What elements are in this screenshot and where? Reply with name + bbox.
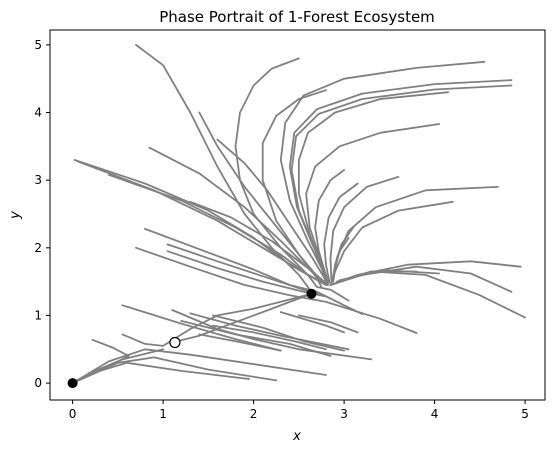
trajectory-line-23 bbox=[329, 265, 513, 293]
trajectory-line-7 bbox=[305, 123, 441, 283]
stable-equilibrium-point-0 bbox=[67, 378, 78, 389]
trajectory-line-45 bbox=[71, 361, 251, 385]
trajectory-line-34 bbox=[171, 309, 373, 361]
x-tick-label: 1 bbox=[159, 407, 167, 421]
x-tick-label: 5 bbox=[521, 407, 529, 421]
trajectory-line-41 bbox=[297, 314, 359, 334]
chart-title: Phase Portrait of 1-Forest Ecosystem bbox=[159, 8, 435, 26]
y-axis-label: y bbox=[8, 211, 23, 220]
y-tick-label: 1 bbox=[34, 308, 42, 322]
trajectory-line-42 bbox=[279, 311, 346, 334]
trajectory-line-27 bbox=[316, 286, 350, 302]
trajectory-line-28 bbox=[135, 246, 418, 334]
y-tick-label: 4 bbox=[34, 106, 42, 120]
trajectory-line-37 bbox=[211, 324, 327, 351]
trajectory-line-44 bbox=[71, 338, 130, 385]
trajectory-line-4 bbox=[288, 79, 513, 286]
trajectory-line-21 bbox=[331, 226, 355, 283]
trajectory-line-24 bbox=[329, 270, 526, 319]
trajectory-layer bbox=[71, 44, 526, 385]
trajectory-line-32 bbox=[121, 292, 313, 347]
x-axis: 0 1 2 3 4 5 bbox=[69, 400, 529, 421]
trajectory-line-17 bbox=[329, 175, 400, 283]
x-tick-label: 3 bbox=[340, 407, 348, 421]
x-axis-label: x bbox=[292, 429, 301, 444]
stable-equilibrium-point-1 bbox=[306, 288, 317, 299]
trajectory-line-8 bbox=[198, 111, 329, 286]
trajectory-line-0 bbox=[135, 44, 313, 293]
y-tick-label: 5 bbox=[34, 38, 42, 52]
trajectory-line-5 bbox=[290, 84, 513, 284]
trajectory-line-3 bbox=[279, 60, 486, 286]
trajectory-line-26 bbox=[338, 269, 441, 282]
y-tick-label: 0 bbox=[34, 376, 42, 390]
y-tick-label: 3 bbox=[34, 173, 42, 187]
trajectory-line-39 bbox=[198, 333, 282, 352]
equilibrium-layer bbox=[67, 288, 317, 389]
trajectory-line-15 bbox=[314, 169, 346, 283]
trajectory-line-1 bbox=[234, 57, 318, 288]
trajectory-line-14 bbox=[189, 200, 329, 286]
y-tick-label: 2 bbox=[34, 241, 42, 255]
x-tick-label: 2 bbox=[250, 407, 258, 421]
trajectory-line-33 bbox=[121, 304, 282, 352]
plot-frame bbox=[49, 29, 546, 401]
trajectory-line-35 bbox=[189, 312, 350, 351]
trajectory-line-9 bbox=[216, 138, 329, 285]
unstable-equilibrium-point-2 bbox=[169, 336, 181, 349]
trajectory-line-40 bbox=[180, 319, 332, 357]
trajectory-line-6 bbox=[297, 91, 450, 283]
trajectory-line-38 bbox=[171, 292, 313, 344]
trajectory-line-46 bbox=[71, 356, 278, 385]
trajectory-line-16 bbox=[323, 182, 359, 284]
trajectory-line-47 bbox=[71, 348, 327, 385]
trajectory-line-13 bbox=[107, 173, 327, 286]
x-tick-label: 0 bbox=[69, 407, 77, 421]
x-tick-label: 4 bbox=[431, 407, 439, 421]
y-axis: 0 1 2 3 4 5 bbox=[34, 38, 50, 390]
